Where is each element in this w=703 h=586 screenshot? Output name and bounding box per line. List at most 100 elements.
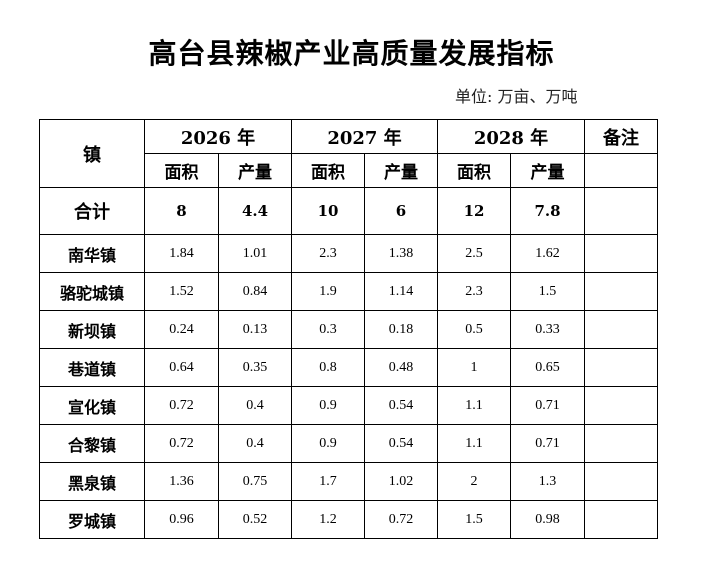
output-2027: 0.54 xyxy=(364,386,438,425)
header-town: 镇 xyxy=(39,119,145,188)
remark xyxy=(584,310,658,349)
total-row: 合计 8 4.4 10 6 12 7.8 xyxy=(39,187,658,235)
table-row: 黑泉镇 1.36 0.75 1.7 1.02 2 1.3 xyxy=(39,462,658,501)
remark xyxy=(584,386,658,425)
area-2027: 0.8 xyxy=(291,348,365,387)
output-2028: 1.5 xyxy=(510,272,585,311)
output-2028: 0.65 xyxy=(510,348,585,387)
output-2026: 0.84 xyxy=(218,272,292,311)
table-header: 镇 2026 年 2027 年 2028 年 备注 面积 产量 面积 产量 面积… xyxy=(39,119,658,188)
area-2026: 1.84 xyxy=(144,234,219,273)
output-2026: 0.4 xyxy=(218,424,292,463)
area-2028: 1.1 xyxy=(437,386,511,425)
output-2028: 0.98 xyxy=(510,500,585,539)
output-2028: 0.71 xyxy=(510,424,585,463)
unit-note: 单位: 万亩、万吨 xyxy=(455,87,578,106)
town-name: 宣化镇 xyxy=(39,386,145,425)
output-2028: 1.62 xyxy=(510,234,585,273)
output-2027: 1.02 xyxy=(364,462,438,501)
output-2028: 1.3 xyxy=(510,462,585,501)
area-2027: 1.7 xyxy=(291,462,365,501)
area-2028: 2.5 xyxy=(437,234,511,273)
remark xyxy=(584,462,658,501)
remark xyxy=(584,348,658,387)
output-2028: 0.33 xyxy=(510,310,585,349)
header-row-metrics: 面积 产量 面积 产量 面积 产量 xyxy=(40,153,658,188)
document-title: 高台县辣椒产业高质量发展指标 xyxy=(148,37,555,70)
remark xyxy=(584,234,658,273)
table-row: 罗城镇 0.96 0.52 1.2 0.72 1.5 0.98 xyxy=(39,500,658,539)
remark xyxy=(584,272,658,311)
output-2026: 0.52 xyxy=(218,500,292,539)
output-2026: 0.75 xyxy=(218,462,292,501)
area-2027: 1.9 xyxy=(291,272,365,311)
table-row: 南华镇 1.84 1.01 2.3 1.38 2.5 1.62 xyxy=(39,234,658,273)
header-remark: 备注 xyxy=(584,119,658,154)
total-output-2026: 4.4 xyxy=(218,187,292,235)
header-output-2028: 产量 xyxy=(510,153,585,188)
area-2026: 0.72 xyxy=(144,424,219,463)
table-row: 巷道镇 0.64 0.35 0.8 0.48 1 0.65 xyxy=(39,348,658,387)
area-2028: 1.1 xyxy=(437,424,511,463)
area-2026: 0.72 xyxy=(144,386,219,425)
remark xyxy=(584,424,658,463)
total-area-2028: 12 xyxy=(437,187,511,235)
table-body: 合计 8 4.4 10 6 12 7.8 南华镇 1.84 1.01 2.3 1… xyxy=(39,187,658,539)
output-2026: 0.4 xyxy=(218,386,292,425)
header-year-2027: 2027 年 xyxy=(291,119,438,154)
total-label: 合计 xyxy=(39,187,145,235)
area-2027: 1.2 xyxy=(291,500,365,539)
table-row: 新坝镇 0.24 0.13 0.3 0.18 0.5 0.33 xyxy=(39,310,658,349)
total-area-2027: 10 xyxy=(291,187,365,235)
town-name: 黑泉镇 xyxy=(39,462,145,501)
header-year-2026: 2026 年 xyxy=(144,119,292,154)
header-row-years: 镇 2026 年 2027 年 2028 年 备注 xyxy=(39,119,658,188)
town-name: 新坝镇 xyxy=(39,310,145,349)
total-remark xyxy=(584,187,658,235)
output-2027: 0.18 xyxy=(364,310,438,349)
table-row: 合黎镇 0.72 0.4 0.9 0.54 1.1 0.71 xyxy=(39,424,658,463)
area-2028: 1 xyxy=(437,348,511,387)
area-2028: 0.5 xyxy=(437,310,511,349)
area-2028: 1.5 xyxy=(437,500,511,539)
header-area-2027: 面积 xyxy=(291,153,365,188)
output-2027: 1.38 xyxy=(364,234,438,273)
header-output-2026: 产量 xyxy=(218,153,292,188)
output-2027: 0.72 xyxy=(364,500,438,539)
area-2026: 0.24 xyxy=(144,310,219,349)
town-name: 骆驼城镇 xyxy=(39,272,145,311)
area-2027: 0.9 xyxy=(291,386,365,425)
output-2027: 1.14 xyxy=(364,272,438,311)
table-row: 宣化镇 0.72 0.4 0.9 0.54 1.1 0.71 xyxy=(39,386,658,425)
output-2026: 0.35 xyxy=(218,348,292,387)
table-row: 骆驼城镇 1.52 0.84 1.9 1.14 2.3 1.5 xyxy=(39,272,658,311)
output-2028: 0.71 xyxy=(510,386,585,425)
town-name: 合黎镇 xyxy=(39,424,145,463)
header-area-2028: 面积 xyxy=(437,153,511,188)
total-output-2027: 6 xyxy=(364,187,438,235)
total-output-2028: 7.8 xyxy=(510,187,585,235)
header-year-2028: 2028 年 xyxy=(437,119,585,154)
area-2026: 1.36 xyxy=(144,462,219,501)
output-2027: 0.54 xyxy=(364,424,438,463)
total-area-2026: 8 xyxy=(144,187,219,235)
town-name: 罗城镇 xyxy=(39,500,145,539)
output-2026: 1.01 xyxy=(218,234,292,273)
header-area-2026: 面积 xyxy=(144,153,219,188)
output-2027: 0.48 xyxy=(364,348,438,387)
area-2028: 2.3 xyxy=(437,272,511,311)
area-2028: 2 xyxy=(437,462,511,501)
area-2026: 0.64 xyxy=(144,348,219,387)
output-2026: 0.13 xyxy=(218,310,292,349)
area-2027: 0.3 xyxy=(291,310,365,349)
area-2026: 0.96 xyxy=(144,500,219,539)
area-2027: 0.9 xyxy=(291,424,365,463)
header-output-2027: 产量 xyxy=(364,153,438,188)
area-2027: 2.3 xyxy=(291,234,365,273)
header-remark-blank xyxy=(584,153,658,188)
remark xyxy=(584,500,658,539)
town-name: 南华镇 xyxy=(39,234,145,273)
area-2026: 1.52 xyxy=(144,272,219,311)
town-name: 巷道镇 xyxy=(39,348,145,387)
indicator-table: 镇 2026 年 2027 年 2028 年 备注 面积 产量 面积 产量 面积… xyxy=(39,119,658,539)
